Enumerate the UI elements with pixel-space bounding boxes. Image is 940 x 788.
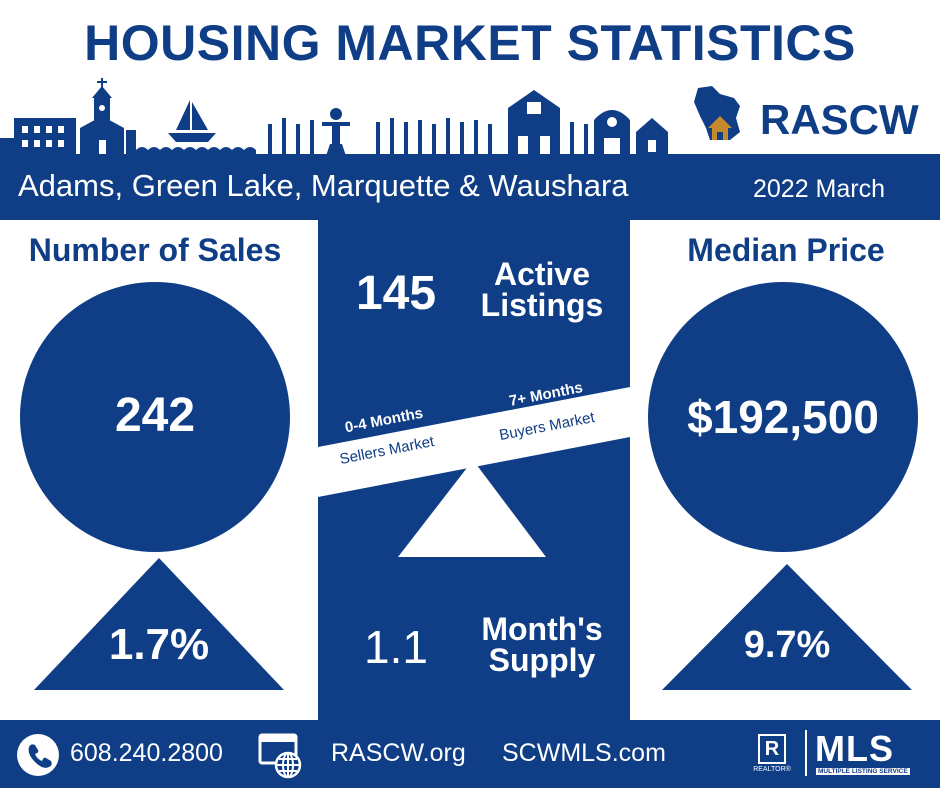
months-supply-label-line2: Supply	[488, 642, 596, 678]
page-title: HOUSING MARKET STATISTICS	[84, 15, 856, 71]
market-balance-scale	[318, 387, 630, 557]
sales-heading: Number of Sales	[28, 232, 282, 268]
footer-bar	[0, 720, 940, 788]
wisconsin-house-icon	[690, 84, 752, 144]
footer-divider	[805, 730, 807, 776]
price-circle	[648, 282, 918, 552]
sales-circle	[20, 282, 290, 552]
sales-change: 1.7%	[108, 620, 210, 669]
town-skyline-illustration	[0, 78, 668, 156]
sales-up-triangle-icon	[34, 558, 284, 690]
footer-site-scwmls[interactable]: SCWMLS.com	[502, 739, 666, 767]
rascw-logo-text: RASCW	[760, 96, 919, 143]
mls-logo: MLS	[815, 728, 894, 769]
region-banner	[0, 154, 940, 220]
report-date: 2022 March	[753, 175, 886, 203]
region-name: Adams, Green Lake, Marquette & Waushara	[18, 168, 629, 203]
price-heading: Median Price	[687, 232, 885, 268]
phone-icon	[17, 734, 59, 776]
months-supply-value: 1.1	[364, 621, 428, 673]
price-up-triangle-icon	[662, 564, 912, 690]
price-value: $192,500	[687, 391, 879, 443]
realtor-text: REALTOR®	[753, 766, 791, 773]
active-listings-label-line1: Active	[493, 256, 591, 292]
footer-site-rascw[interactable]: RASCW.org	[331, 739, 466, 767]
months-supply-label-line1: Month's	[481, 611, 603, 647]
realtor-logo-icon: R	[758, 734, 786, 764]
mls-subtitle: MULTIPLE LISTING SERVICE	[816, 768, 910, 775]
active-listings-value: 145	[355, 267, 437, 320]
sales-value: 242	[114, 389, 196, 442]
footer-phone[interactable]: 608.240.2800	[70, 739, 223, 767]
price-change: 9.7%	[743, 624, 831, 666]
active-listings-label-line2: Listings	[480, 287, 604, 323]
website-globe-icon	[258, 733, 302, 779]
